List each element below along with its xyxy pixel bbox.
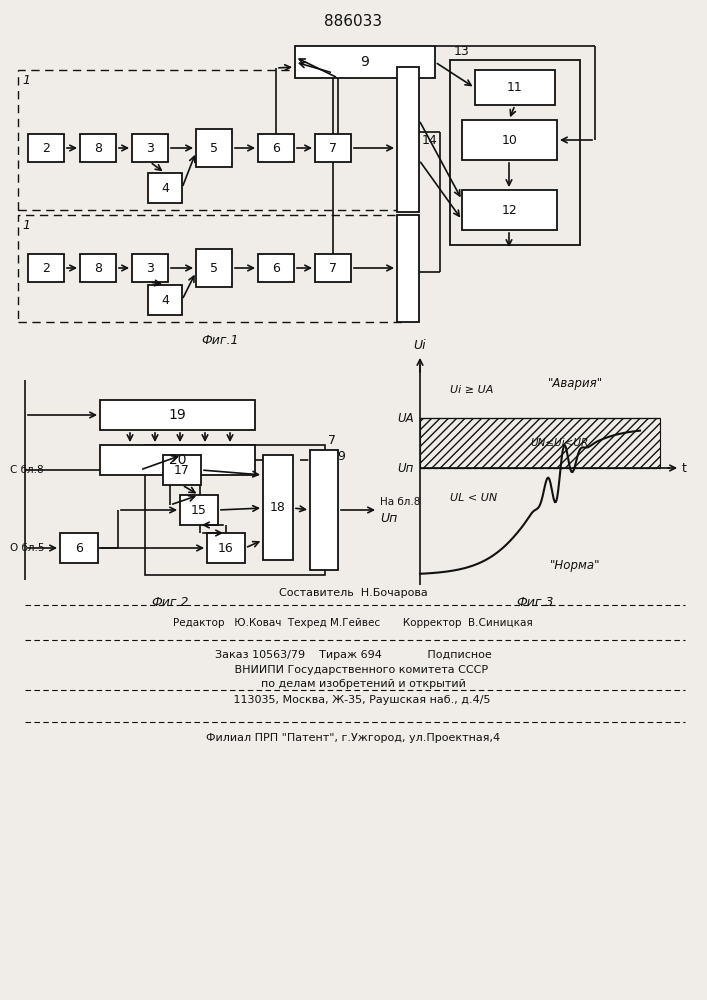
- Bar: [80, 134, 116, 162]
- Text: 7: 7: [328, 434, 336, 447]
- Bar: [100, 400, 255, 430]
- Text: 113035, Москва, Ж-35, Раушская наб., д.4/5: 113035, Москва, Ж-35, Раушская наб., д.4…: [216, 695, 490, 705]
- Text: UA: UA: [397, 412, 414, 424]
- Text: Uп: Uп: [380, 512, 397, 524]
- Text: 9: 9: [361, 55, 370, 69]
- Bar: [462, 190, 557, 230]
- Text: 6: 6: [272, 261, 280, 274]
- Bar: [100, 445, 255, 475]
- Bar: [148, 173, 182, 203]
- Text: 5: 5: [210, 141, 218, 154]
- Bar: [263, 455, 293, 560]
- Bar: [450, 60, 580, 245]
- Bar: [310, 450, 338, 570]
- Text: 6: 6: [75, 542, 83, 554]
- Bar: [295, 46, 435, 78]
- Text: 8: 8: [94, 141, 102, 154]
- Bar: [148, 285, 182, 315]
- Bar: [420, 418, 660, 468]
- Text: UL < UN: UL < UN: [450, 493, 497, 503]
- Text: 3: 3: [146, 141, 154, 154]
- Bar: [28, 254, 64, 282]
- Bar: [258, 254, 294, 282]
- Bar: [60, 533, 98, 563]
- Bar: [397, 67, 419, 212]
- Bar: [18, 70, 403, 210]
- Text: 9: 9: [337, 450, 345, 462]
- Text: "Авария": "Авария": [547, 376, 602, 389]
- Text: 2: 2: [42, 141, 50, 154]
- Text: 8: 8: [94, 261, 102, 274]
- Text: О бл.5: О бл.5: [10, 543, 45, 553]
- Bar: [196, 129, 232, 167]
- Text: 4: 4: [161, 182, 169, 194]
- Text: 11: 11: [507, 81, 523, 94]
- Bar: [132, 254, 168, 282]
- Text: 13: 13: [454, 45, 469, 58]
- Text: На бл.8: На бл.8: [380, 497, 421, 507]
- Text: 18: 18: [270, 501, 286, 514]
- Text: 16: 16: [218, 542, 234, 554]
- Text: Ui: Ui: [414, 339, 426, 352]
- Text: Редактор   Ю.Ковач  Техред М.Гейвес       Корректор  В.Синицкая: Редактор Ю.Ковач Техред М.Гейвес Коррект…: [173, 618, 533, 628]
- Bar: [315, 134, 351, 162]
- Text: по делам изобретений и открытий: по делам изобретений и открытий: [240, 679, 466, 689]
- Text: Ui ≥ UA: Ui ≥ UA: [450, 385, 493, 395]
- Bar: [258, 134, 294, 162]
- Bar: [18, 215, 403, 322]
- Text: Фиг.2: Фиг.2: [151, 596, 189, 609]
- Bar: [28, 134, 64, 162]
- Text: "Норма": "Норма": [550, 558, 600, 572]
- Text: 15: 15: [191, 504, 207, 516]
- Text: 886033: 886033: [324, 14, 382, 29]
- Bar: [315, 254, 351, 282]
- Text: t: t: [682, 462, 687, 475]
- Text: 2: 2: [42, 261, 50, 274]
- Text: Uп: Uп: [398, 462, 414, 475]
- Text: 7: 7: [329, 261, 337, 274]
- Text: 14: 14: [422, 133, 438, 146]
- Bar: [132, 134, 168, 162]
- Bar: [207, 533, 245, 563]
- Text: 3: 3: [146, 261, 154, 274]
- Text: Фиг.1: Фиг.1: [201, 334, 239, 347]
- Text: 1: 1: [22, 219, 30, 232]
- Text: 19: 19: [169, 408, 187, 422]
- Text: Фиг.3: Фиг.3: [516, 596, 554, 609]
- Text: 17: 17: [174, 464, 190, 477]
- Bar: [196, 249, 232, 287]
- Text: 1: 1: [22, 74, 30, 87]
- Text: Составитель  Н.Бочарова: Составитель Н.Бочарова: [279, 588, 427, 598]
- Bar: [475, 70, 555, 105]
- Bar: [145, 445, 325, 575]
- Text: 5: 5: [210, 261, 218, 274]
- Text: 20: 20: [169, 453, 186, 467]
- Bar: [163, 455, 201, 485]
- Text: ВНИИПИ Государственного комитета СССР: ВНИИПИ Государственного комитета СССР: [218, 665, 489, 675]
- Text: 4: 4: [161, 294, 169, 306]
- Text: С бл.8: С бл.8: [10, 465, 44, 475]
- Text: 10: 10: [501, 133, 518, 146]
- Bar: [397, 215, 419, 322]
- Text: 12: 12: [502, 204, 518, 217]
- Text: Заказ 10563/79    Тираж 694             Подписное: Заказ 10563/79 Тираж 694 Подписное: [215, 650, 491, 660]
- Text: UN≤Ui<UR: UN≤Ui<UR: [531, 438, 589, 448]
- Text: 6: 6: [272, 141, 280, 154]
- Bar: [180, 495, 218, 525]
- Text: 7: 7: [329, 141, 337, 154]
- Text: Филиал ПРП "Патент", г.Ужгород, ул.Проектная,4: Филиал ПРП "Патент", г.Ужгород, ул.Проек…: [206, 733, 500, 743]
- Bar: [80, 254, 116, 282]
- Bar: [462, 120, 557, 160]
